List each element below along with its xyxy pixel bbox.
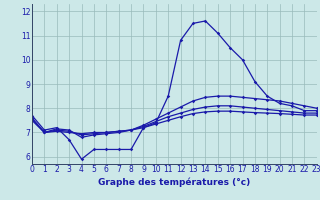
X-axis label: Graphe des températures (°c): Graphe des températures (°c) (98, 177, 251, 187)
